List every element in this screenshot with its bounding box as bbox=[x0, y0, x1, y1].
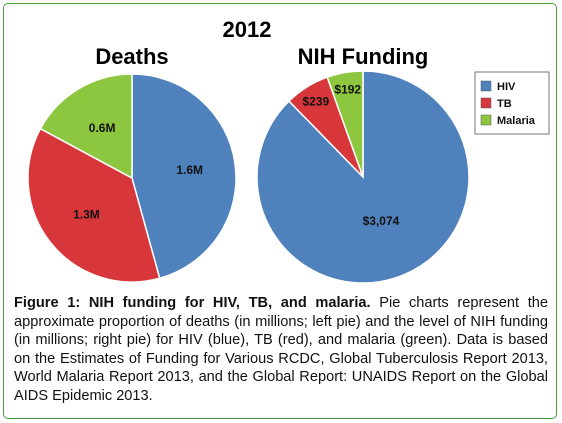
funding-malaria-label: $192 bbox=[334, 82, 361, 96]
deaths-tb-slice bbox=[27, 127, 161, 283]
deaths-hiv-label: 1.6M bbox=[176, 163, 203, 177]
legend-label-malaria: Malaria bbox=[497, 115, 536, 127]
figure-caption: Figure 1: NIH funding for HIV, TB, and m… bbox=[14, 294, 548, 406]
funding-pie: $3,074 $239 $192 bbox=[256, 70, 470, 284]
caption-bold-lead: Figure 1: NIH funding for HIV, TB, and m… bbox=[14, 295, 371, 311]
funding-hiv-label: $3,074 bbox=[363, 214, 400, 228]
legend: HIV TB Malaria bbox=[474, 71, 550, 135]
legend-swatch-tb bbox=[480, 97, 492, 109]
caption-body: Pie charts represent the approximate pro… bbox=[14, 295, 548, 404]
funding-malaria-slice bbox=[326, 70, 364, 178]
deaths-tb-label: 1.3M bbox=[73, 207, 100, 221]
deaths-malaria-label: 0.6M bbox=[89, 121, 116, 135]
chart-main-title: 2012 bbox=[223, 17, 272, 42]
deaths-pie: 1.6M 1.3M 0.6M bbox=[27, 73, 237, 283]
legend-label-hiv: HIV bbox=[497, 81, 516, 93]
pie-chart-figure: 2012 Deaths NIH Funding 1.6M 1.3M 0.6M $3,… bbox=[27, 17, 550, 284]
legend-label-tb: TB bbox=[497, 98, 512, 110]
deaths-malaria-slice bbox=[39, 73, 133, 180]
deaths-pie-title: Deaths bbox=[95, 44, 168, 69]
legend-swatch-malaria bbox=[480, 114, 492, 126]
figure-frame bbox=[3, 3, 557, 419]
funding-tb-label: $239 bbox=[302, 94, 329, 108]
deaths-hiv-slice bbox=[131, 73, 237, 280]
legend-swatch-hiv bbox=[480, 80, 492, 92]
funding-pie-title: NIH Funding bbox=[298, 44, 429, 69]
